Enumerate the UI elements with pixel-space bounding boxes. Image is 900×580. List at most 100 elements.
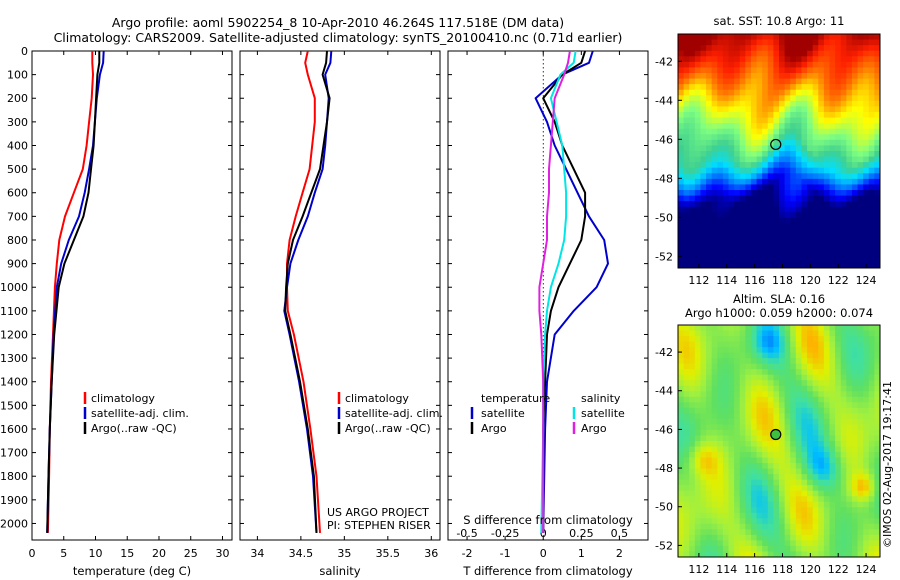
heatmap-cell: [722, 496, 730, 503]
heatmap-cell: [739, 100, 746, 108]
heatmap-cell: [694, 540, 702, 547]
heatmap-cell: [773, 50, 780, 57]
heatmap-cell: [756, 178, 763, 186]
heatmap-cell: [750, 413, 758, 420]
heatmap-cell: [717, 212, 724, 219]
heatmap-cell: [835, 512, 842, 519]
heatmap-cell: [745, 134, 752, 141]
heatmap-cell: [773, 212, 780, 219]
heatmap-cell: [762, 501, 769, 508]
heatmap-cell: [874, 369, 880, 376]
heatmap-cell: [779, 391, 786, 398]
heatmap-cell: [795, 452, 803, 459]
heatmap-cell: [779, 134, 786, 141]
heatmap-cell: [846, 518, 853, 525]
heatmap-cell: [801, 134, 808, 141]
depth-tick-label: 600: [7, 187, 28, 200]
heatmap-cell: [874, 56, 880, 63]
heatmap-cell: [868, 534, 875, 542]
heatmap-cell: [835, 391, 842, 398]
heatmap-cell: [812, 117, 819, 124]
lon-tick-label: 112: [688, 274, 709, 287]
heatmap-cell: [863, 56, 870, 63]
heatmap-cell: [717, 50, 724, 57]
heatmap-cell: [840, 352, 847, 359]
heatmap-cell: [678, 240, 685, 247]
heatmap-cell: [773, 512, 780, 519]
heatmap-cell: [683, 391, 690, 398]
heatmap-cell: [807, 178, 814, 186]
heatmap-cell: [773, 162, 780, 169]
heatmap-cell: [706, 56, 713, 63]
heatmap-cell: [767, 540, 774, 547]
heatmap-cell: [706, 369, 713, 376]
heatmap-cell: [767, 358, 774, 365]
heatmap-cell: [706, 145, 713, 152]
heatmap-cell: [706, 551, 713, 557]
heatmap-cell: [773, 452, 780, 459]
heatmap-cell: [678, 396, 685, 403]
heatmap-cell: [706, 234, 713, 241]
heatmap-cell: [711, 167, 718, 174]
heatmap-cell: [790, 117, 797, 124]
heatmap-cell: [706, 123, 713, 130]
heatmap-cell: [739, 217, 746, 225]
heatmap-cell: [728, 117, 735, 124]
heatmap-cell: [728, 95, 735, 102]
heatmap-cell: [767, 413, 774, 420]
heatmap-cell: [717, 262, 724, 268]
heatmap-cell: [851, 117, 859, 124]
heatmap-cell: [762, 245, 769, 252]
heatmap-cell: [694, 89, 702, 96]
heatmap-cell: [767, 245, 774, 252]
heatmap-cell: [868, 123, 875, 130]
heatmap-cell: [745, 402, 752, 409]
heatmap-cell: [784, 50, 791, 57]
heatmap-cell: [818, 523, 825, 530]
heatmap-cell: [711, 490, 718, 497]
heatmap-cell: [863, 402, 870, 409]
heatmap-cell: [823, 363, 831, 370]
heatmap-cell: [767, 446, 774, 453]
heatmap-cell: [851, 151, 859, 158]
heatmap-cell: [689, 374, 696, 381]
heatmap-cell: [739, 112, 746, 119]
heatmap-cell: [818, 413, 825, 420]
heatmap-cell: [846, 496, 853, 503]
heatmap-cell: [728, 452, 735, 459]
top-tick-label: -0.25: [491, 527, 519, 540]
heatmap-cell: [767, 128, 774, 135]
heatmap-cell: [767, 457, 774, 464]
heatmap-cell: [823, 518, 831, 525]
heatmap-cell: [795, 151, 803, 158]
heatmap-cell: [874, 507, 880, 514]
heatmap-cell: [812, 106, 819, 113]
heatmap-cell: [694, 145, 702, 152]
heatmap-cell: [835, 184, 842, 191]
heatmap-cell: [801, 452, 808, 459]
heatmap-cell: [706, 523, 713, 530]
heatmap-cell: [784, 134, 791, 141]
heatmap-cell: [700, 429, 707, 437]
heatmap-cell: [745, 468, 752, 475]
heatmap-cell: [790, 112, 797, 119]
heatmap-cell: [868, 358, 875, 365]
heatmap-cell: [689, 452, 696, 459]
heatmap-cell: [823, 369, 831, 376]
heatmap-cell: [812, 418, 819, 426]
heatmap-cell: [683, 496, 690, 503]
heatmap-cell: [734, 435, 741, 442]
heatmap-cell: [790, 380, 797, 387]
heatmap-cell: [874, 523, 880, 530]
heatmap-cell: [851, 540, 859, 547]
heatmap-cell: [851, 34, 859, 41]
heatmap-cell: [807, 523, 814, 530]
heatmap-cell: [728, 162, 735, 169]
heatmap-cell: [790, 501, 797, 508]
heatmap-cell: [846, 100, 853, 108]
heatmap-cell: [767, 223, 774, 230]
heatmap-cell: [739, 67, 746, 74]
heatmap-cell: [784, 507, 791, 514]
heatmap-cell: [779, 463, 786, 470]
heatmap-cell: [851, 385, 859, 392]
